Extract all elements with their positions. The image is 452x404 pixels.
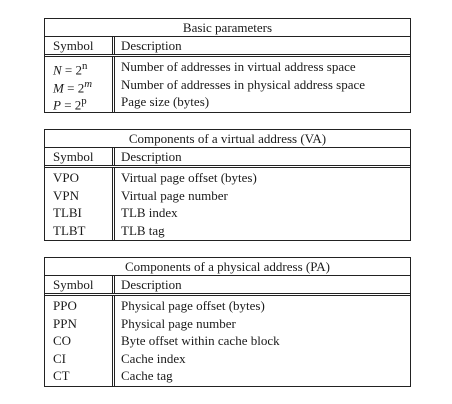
- table-row-symbol: VPN: [53, 187, 80, 203]
- table-row-description: Number of addresses in virtual address s…: [121, 59, 356, 74]
- symbol-column-header: Symbol: [45, 276, 115, 293]
- description-column-header: Description: [121, 149, 182, 164]
- description-column-header: Description: [121, 38, 182, 53]
- table-title: Basic parameters: [45, 19, 410, 37]
- table-row-description: TLB index: [121, 205, 178, 220]
- physical-address-table: Components of a physical address (PA) Sy…: [44, 257, 411, 387]
- table-title: Components of a virtual address (VA): [45, 130, 410, 148]
- table-row-description: Byte offset within cache block: [121, 333, 280, 348]
- symbol-column-header: Symbol: [45, 148, 115, 165]
- table-row-symbol: P = 2p: [53, 95, 87, 113]
- table-body: VPO VPN TLBI TLBT Virtual page offset (b…: [45, 168, 410, 240]
- table-row-symbol: N = 2n: [53, 60, 88, 78]
- table-row-symbol: CI: [53, 350, 66, 366]
- description-column: Physical page offset (bytes) Physical pa…: [115, 296, 410, 386]
- symbol-column: N = 2n M = 2m P = 2p: [45, 57, 115, 112]
- table-row-symbol: PPN: [53, 315, 77, 331]
- table-header-row: Symbol Description: [45, 276, 410, 296]
- table-row-symbol: PPO: [53, 298, 77, 313]
- table-row-description: Physical page number: [121, 315, 236, 331]
- table-row-symbol: TLBT: [53, 222, 86, 238]
- table-row-symbol: CO: [53, 333, 72, 348]
- description-column-header: Description: [121, 277, 182, 292]
- table-title: Components of a physical address (PA): [45, 258, 410, 276]
- table-row-symbol: CT: [53, 368, 70, 383]
- table-row-description: Number of addresses in physical address …: [121, 76, 366, 92]
- table-row-symbol: TLBI: [53, 205, 82, 220]
- table-row-description: Virtual page offset (bytes): [121, 170, 257, 185]
- symbol-column-header: Symbol: [45, 37, 115, 54]
- virtual-address-table: Components of a virtual address (VA) Sym…: [44, 129, 411, 241]
- table-row-description: Physical page offset (bytes): [121, 298, 265, 313]
- symbol-column: PPO PPN CO CI CT: [45, 296, 115, 386]
- table-header-row: Symbol Description: [45, 37, 410, 57]
- basic-parameters-table: Basic parameters Symbol Description N = …: [44, 18, 411, 113]
- table-header-row: Symbol Description: [45, 148, 410, 168]
- symbol-column: VPO VPN TLBI TLBT: [45, 168, 115, 240]
- table-body: PPO PPN CO CI CT Physical page offset (b…: [45, 296, 410, 386]
- description-column: Number of addresses in virtual address s…: [115, 57, 410, 112]
- table-row-symbol: M = 2m: [53, 77, 93, 95]
- table-row-description: Cache index: [121, 350, 186, 366]
- table-body: N = 2n M = 2m P = 2p Number of addresses…: [45, 57, 410, 112]
- table-row-description: Cache tag: [121, 368, 173, 383]
- table-row-description: Virtual page number: [121, 187, 228, 203]
- table-row-symbol: VPO: [53, 170, 80, 185]
- table-row-description: TLB tag: [121, 222, 165, 238]
- description-column: Virtual page offset (bytes) Virtual page…: [115, 168, 410, 240]
- table-row-description: Page size (bytes): [121, 94, 210, 109]
